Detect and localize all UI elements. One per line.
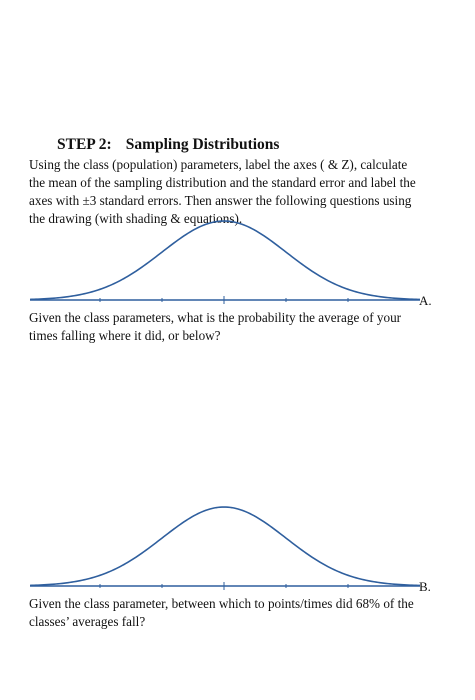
instructions-line: the mean of the sampling distribution an… bbox=[29, 175, 416, 190]
question-line: Given the class parameters, what is the … bbox=[29, 310, 402, 325]
curve-label-a: A. bbox=[419, 293, 432, 308]
instructions-line: Using the class (population) parameters,… bbox=[29, 157, 408, 172]
instructions-line: the drawing (with shading & equations). bbox=[29, 211, 243, 226]
step-number: STEP 2: bbox=[57, 136, 112, 153]
question-line: classes’ averages fall? bbox=[29, 614, 146, 629]
question-line: times falling where it did, or below? bbox=[29, 328, 221, 343]
axis-ticks bbox=[99, 582, 349, 590]
normal-curve-a: A. bbox=[29, 220, 432, 308]
bell-curve bbox=[29, 220, 421, 301]
question-b: Given the class parameter, between which… bbox=[29, 595, 414, 631]
normal-curve-b: B. bbox=[29, 506, 431, 594]
axis-ticks bbox=[99, 296, 349, 304]
step-heading: STEP 2: Sampling Distributions bbox=[57, 136, 279, 154]
question-a: Given the class parameters, what is the … bbox=[29, 309, 401, 345]
instructions-line: axes with ±3 standard errors. Then answe… bbox=[29, 193, 412, 208]
bell-curve bbox=[29, 506, 421, 587]
curve-label-b: B. bbox=[419, 579, 431, 594]
instructions-paragraph: Using the class (population) parameters,… bbox=[29, 156, 416, 228]
step-title: Sampling Distributions bbox=[125, 136, 280, 153]
question-line: Given the class parameter, between which… bbox=[29, 596, 414, 611]
